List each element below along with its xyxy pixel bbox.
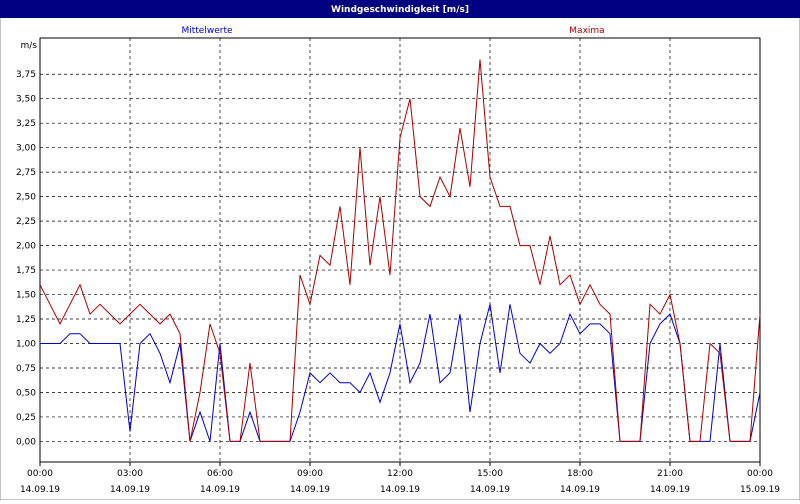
y-tick-label: 2,25	[16, 217, 36, 227]
x-tick-label: 00:00	[747, 469, 773, 479]
chart-title: Windgeschwindigkeit [m/s]	[331, 5, 469, 15]
x-tick-label: 12:00	[387, 469, 413, 479]
y-tick-label: 3,50	[16, 95, 36, 105]
y-tick-label: 0,00	[16, 437, 36, 447]
y-tick-label: 2,00	[16, 242, 36, 252]
y-tick-label: 3,75	[16, 70, 36, 80]
x-tick-label: 15:00	[477, 469, 503, 479]
x-tick-date: 14.09.19	[560, 485, 600, 495]
x-tick-date: 14.09.19	[290, 485, 330, 495]
title-bar	[0, 0, 800, 18]
x-tick-date: 14.09.19	[200, 485, 240, 495]
y-tick-label: 3,00	[16, 144, 36, 154]
y-tick-label: 3,25	[16, 119, 36, 129]
x-tick-label: 06:00	[207, 469, 233, 479]
x-tick-date: 14.09.19	[110, 485, 150, 495]
x-tick-date: 15.09.19	[740, 485, 780, 495]
y-tick-label: 1,25	[16, 315, 36, 325]
y-tick-label: 0,50	[16, 388, 36, 398]
legend-entry: Maxima	[569, 26, 604, 36]
x-tick-date: 14.09.19	[650, 485, 690, 495]
legend-entry: Mittelwerte	[181, 26, 232, 36]
x-tick-label: 03:00	[117, 469, 143, 479]
x-tick-date: 14.09.19	[470, 485, 510, 495]
x-tick-label: 21:00	[657, 469, 683, 479]
y-tick-label: 0,75	[16, 364, 36, 374]
x-tick-date: 14.09.19	[20, 485, 60, 495]
x-tick-label: 18:00	[567, 469, 593, 479]
y-tick-label: 0,25	[16, 413, 36, 423]
y-tick-label: 2,50	[16, 193, 36, 203]
y-tick-label: 1,00	[16, 340, 36, 350]
x-tick-date: 14.09.19	[380, 485, 420, 495]
y-tick-label: 1,75	[16, 266, 36, 276]
x-tick-label: 09:00	[297, 469, 323, 479]
y-tick-label: 1,50	[16, 291, 36, 301]
y-unit: m/s	[21, 41, 38, 51]
series-line	[39, 59, 761, 442]
y-tick-label: 2,75	[16, 168, 36, 178]
x-tick-label: 00:00	[27, 469, 53, 479]
